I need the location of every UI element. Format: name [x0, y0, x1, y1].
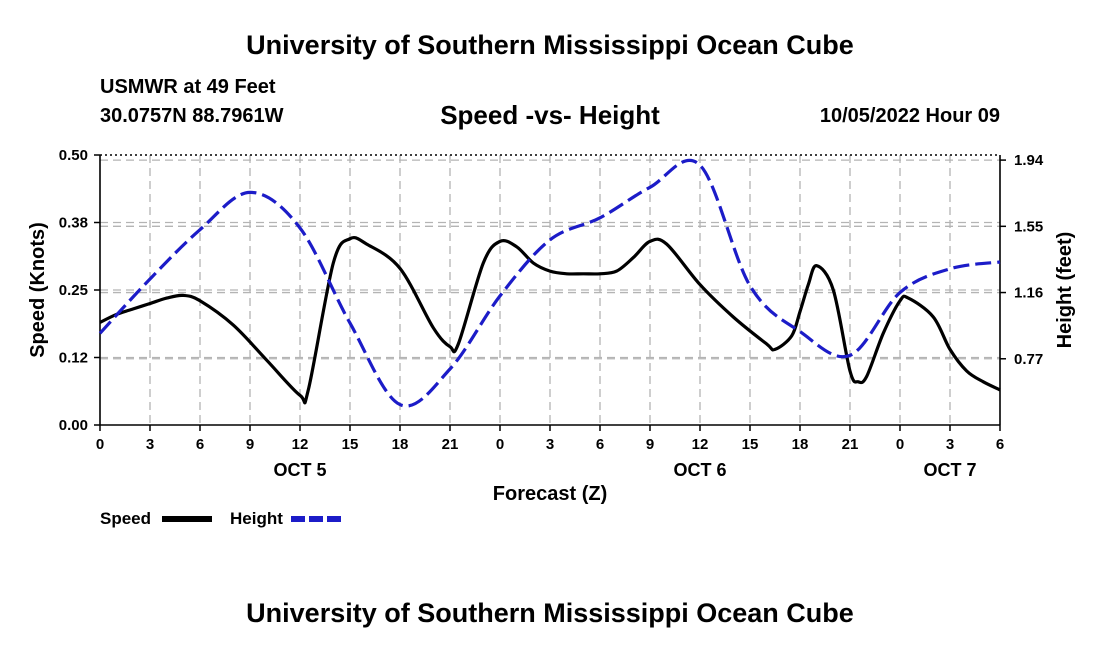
y-left-tick-label: 0.50 [59, 147, 88, 164]
y-left-tick-label: 0.00 [59, 417, 88, 434]
x-tick-label: 3 [946, 436, 954, 453]
y-left-tick-label: 0.38 [59, 215, 88, 232]
x-tick-label: 3 [146, 436, 154, 453]
x-tick-label: 21 [442, 436, 459, 453]
x-tick-label: 6 [196, 436, 204, 453]
chart-title: Speed -vs- Height [440, 100, 660, 130]
footer-title: University of Southern Mississippi Ocean… [246, 598, 854, 628]
y-axis-left-title: Speed (Knots) [27, 222, 49, 358]
y-right-tick-label: 0.77 [1014, 351, 1043, 368]
grid [100, 155, 1000, 425]
axes: 0 3 6 9 12 15 18 21 0 3 6 9 12 15 18 21 0 3 6 OCT 5 OCT 6 OCT… [59, 147, 1044, 480]
y-axis-right-title: Height (feet) [1054, 232, 1076, 349]
x-tick-label: 0 [896, 436, 904, 453]
legend-height-swatch [291, 516, 343, 522]
page-title: University of Southern Mississippi Ocean… [246, 30, 854, 60]
day-label: OCT 7 [923, 460, 976, 480]
x-axis-title: Forecast (Z) [493, 483, 607, 505]
y-right-tick-label: 1.94 [1014, 152, 1044, 169]
legend-speed-label: Speed [100, 509, 152, 528]
legend-speed-swatch [162, 516, 212, 522]
datetime-label: 10/05/2022 Hour 09 [819, 105, 1000, 127]
x-tick-label: 21 [842, 436, 859, 453]
x-tick-label: 12 [692, 436, 709, 453]
x-tick-label: 15 [742, 436, 759, 453]
y-left-tick-label: 0.12 [59, 350, 88, 367]
series [98, 158, 1001, 408]
legend-height-label: Height [230, 509, 283, 528]
x-tick-label: 12 [292, 436, 309, 453]
x-tick-label: 6 [596, 436, 604, 453]
x-tick-label: 18 [792, 436, 809, 453]
x-tick-label: 9 [246, 436, 254, 453]
day-label: OCT 6 [673, 460, 726, 480]
day-label: OCT 5 [273, 460, 326, 480]
station-label: USMWR at 49 Feet [100, 76, 276, 98]
x-tick-label: 18 [392, 436, 409, 453]
x-tick-label: 0 [96, 436, 104, 453]
y-right-tick-label: 1.55 [1014, 218, 1043, 235]
height-series-line [98, 158, 1001, 408]
y-left-tick-label: 0.25 [59, 282, 88, 299]
x-tick-label: 0 [496, 436, 504, 453]
x-tick-label: 6 [996, 436, 1004, 453]
x-tick-label: 9 [646, 436, 654, 453]
x-tick-label: 15 [342, 436, 359, 453]
speed-series-line [99, 235, 1001, 405]
y-right-tick-label: 1.16 [1014, 285, 1043, 302]
x-tick-label: 3 [546, 436, 554, 453]
coordinates-label: 30.0757N 88.7961W [100, 105, 284, 127]
